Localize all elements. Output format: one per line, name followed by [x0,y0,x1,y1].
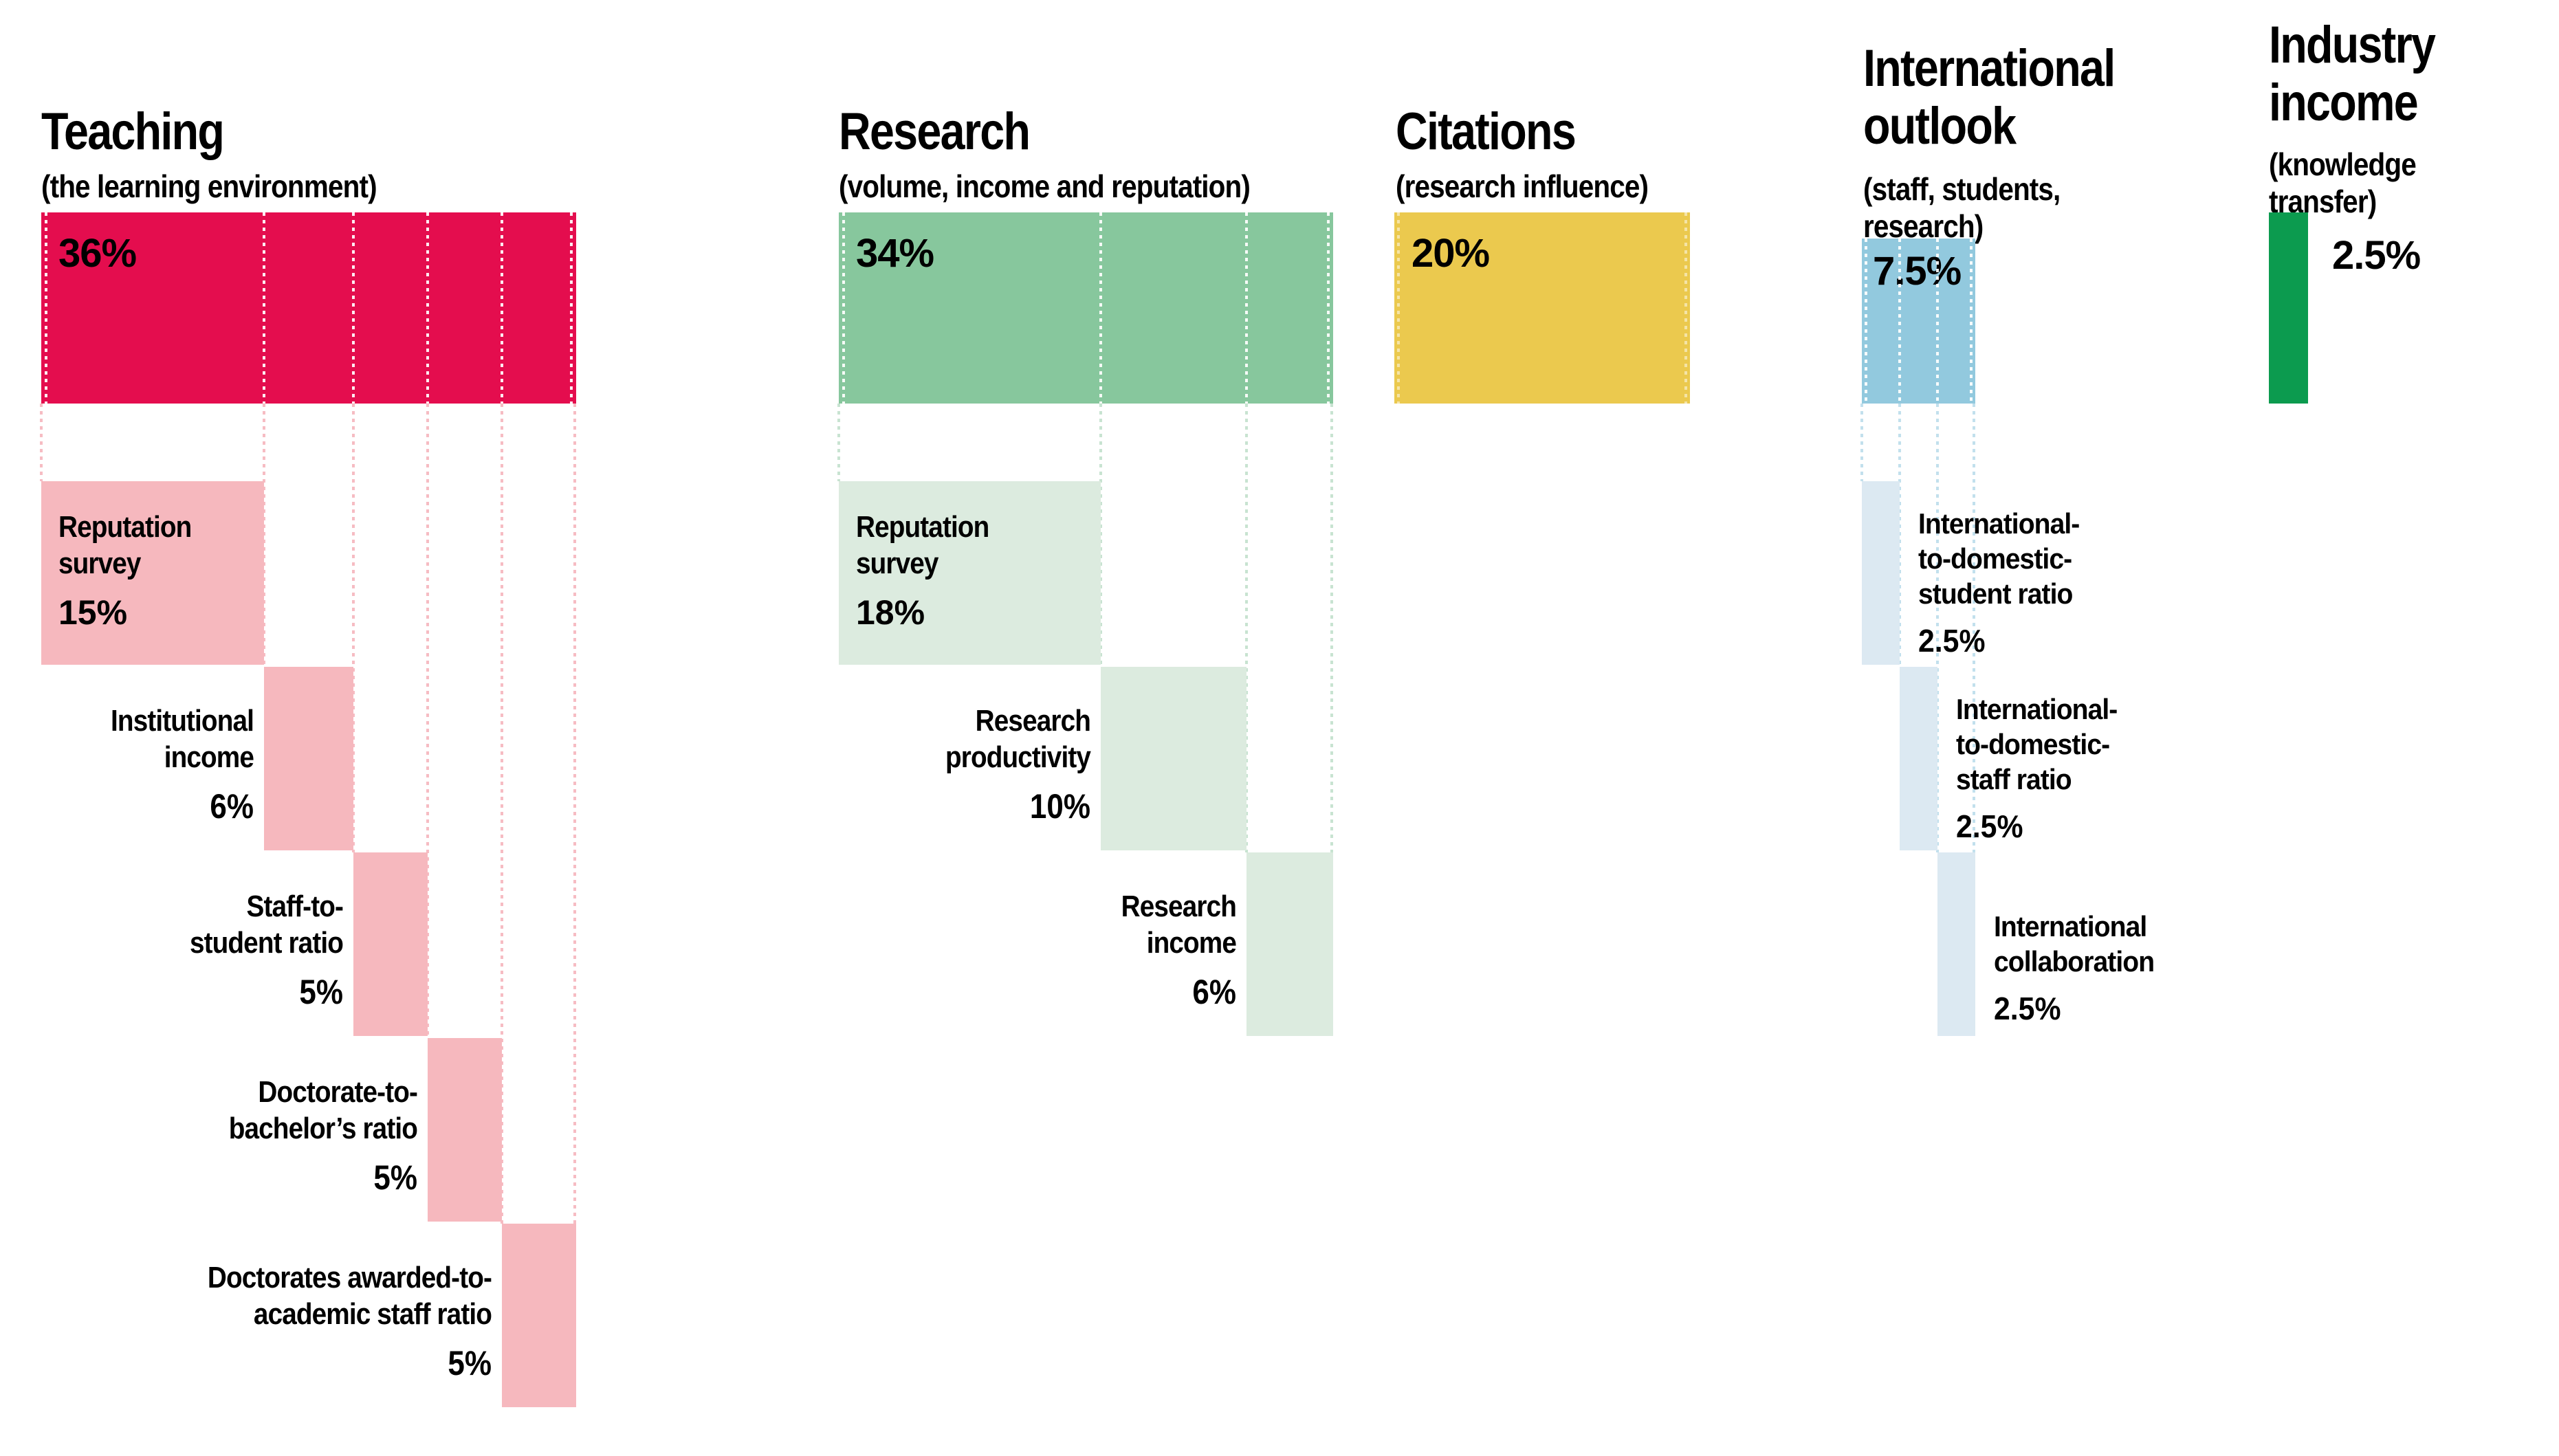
connector-dotted-line [263,404,265,667]
research-label-research-productivity: Research productivity 10% [802,703,1091,826]
divider-dotted-line [1898,239,1901,404]
industry-subtitle: (knowledge transfer) [2269,146,2417,219]
metric-label: Research income [1121,890,1237,960]
metric-label: Doctorates awarded-to- academic staff ra… [207,1261,492,1331]
connector-dotted-line [1245,404,1248,852]
international-block-collaboration [1937,852,1975,1036]
connector-dotted-line [1936,404,1939,852]
metric-value: 15% [58,593,128,632]
divider-dotted-line [1099,212,1102,404]
metric-value: 2.5% [1918,623,1986,659]
research-label-research-income: Research income 6% [947,888,1237,1012]
teaching-block-doctorates-awarded-ratio [502,1224,576,1407]
citations-bar-pct: 20% [1412,231,1490,276]
teaching-block-staff-to-student-ratio [353,852,428,1036]
metric-label: International collaboration [1994,910,2155,978]
teaching-label-staff-to-student-ratio: Staff-to- student ratio 5% [54,888,344,1012]
industry-title: Industry income [2269,16,2436,132]
metric-value: 2.5% [1994,991,2061,1026]
teaching-bar: 36% [41,212,576,404]
divider-dotted-line [1245,212,1248,404]
divider-dotted-line [1970,239,1973,404]
divider-dotted-line [1936,239,1939,404]
divider-dotted-line [1684,212,1687,404]
citations-subtitle: (research influence) [1396,168,1649,204]
industry-bar-pct: 2.5% [2332,233,2421,278]
metric-label: Reputation survey [58,510,192,580]
divider-dotted-line [426,212,429,404]
connector-dotted-line [40,404,43,481]
connector-dotted-line [1860,404,1863,481]
divider-dotted-line [45,212,47,404]
teaching-title: Teaching [41,102,225,161]
metric-value: 6% [1192,973,1236,1011]
teaching-block-reputation-survey [41,481,264,665]
divider-dotted-line [263,212,265,404]
metric-value: 18% [856,593,925,632]
international-label-collaboration: International collaboration 2.5% [1994,909,2166,1027]
teaching-block-doctorate-to-bachelor-ratio [428,1038,502,1222]
teaching-label-doctorate-to-bachelor-ratio: Doctorate-to- bachelor’s ratio 5% [101,1074,418,1198]
industry-bar [2269,212,2308,404]
divider-dotted-line [1397,212,1400,404]
metric-label: Institutional income [111,704,254,774]
divider-dotted-line [570,212,573,404]
metric-value: 10% [1029,787,1090,826]
research-title: Research [839,102,1031,161]
divider-dotted-line [842,212,845,404]
teaching-subtitle: (the learning environment) [41,168,377,204]
connector-dotted-line [501,404,503,1224]
metric-label: International- to-domestic- staff ratio [1956,693,2118,795]
international-block-student-ratio [1862,481,1900,665]
research-block-research-productivity [1101,667,1246,850]
research-label-reputation-survey: Reputation survey 18% [856,509,1007,632]
international-bar-pct: 7.5% [1873,249,1962,294]
metric-label: Doctorate-to- bachelor’s ratio [228,1075,418,1145]
teaching-label-reputation-survey: Reputation survey 15% [58,509,210,632]
international-subtitle: (staff, students, research) [1863,171,2061,244]
connector-dotted-line [1973,404,1975,1038]
research-block-reputation-survey [839,481,1101,665]
connector-dotted-line [1898,404,1901,667]
research-bar: 34% [839,212,1333,404]
connector-dotted-line [426,404,429,1038]
metric-label: Research productivity [945,704,1091,774]
connector-dotted-line [573,404,576,1409]
teaching-label-doctorates-awarded-ratio: Doctorates awarded-to- academic staff ra… [107,1259,492,1383]
metric-label: Staff-to- student ratio [189,890,344,960]
metric-value: 5% [373,1158,417,1197]
metric-value: 2.5% [1956,808,2023,844]
teaching-label-institutional-income: Institutional income 6% [0,703,254,826]
connector-dotted-line [1099,404,1102,667]
metric-value: 6% [210,787,254,826]
divider-dotted-line [501,212,503,404]
teaching-bar-pct: 36% [58,231,137,276]
divider-dotted-line [1327,212,1330,404]
teaching-block-institutional-income [264,667,353,850]
international-label-student-ratio: International- to-domestic- student rati… [1918,506,2091,659]
international-label-staff-ratio: International- to-domestic- staff ratio … [1956,692,2129,845]
research-subtitle: (volume, income and reputation) [839,168,1251,204]
international-title: International outlook [1863,39,2116,155]
connector-dotted-line [837,404,840,481]
international-bar: 7.5% [1862,239,1975,404]
research-bar-pct: 34% [856,231,934,276]
metric-label: International- to-domestic- student rati… [1918,507,2080,610]
citations-bar: 20% [1394,212,1690,404]
metric-label: Reputation survey [856,510,989,580]
connector-dotted-line [352,404,355,852]
divider-dotted-line [352,212,355,404]
international-block-staff-ratio [1900,667,1937,850]
divider-dotted-line [1865,239,1867,404]
connector-dotted-line [1330,404,1333,1038]
metric-value: 5% [299,973,343,1011]
metric-value: 5% [448,1344,492,1382]
citations-title: Citations [1396,102,1577,161]
research-block-research-income [1246,852,1333,1036]
